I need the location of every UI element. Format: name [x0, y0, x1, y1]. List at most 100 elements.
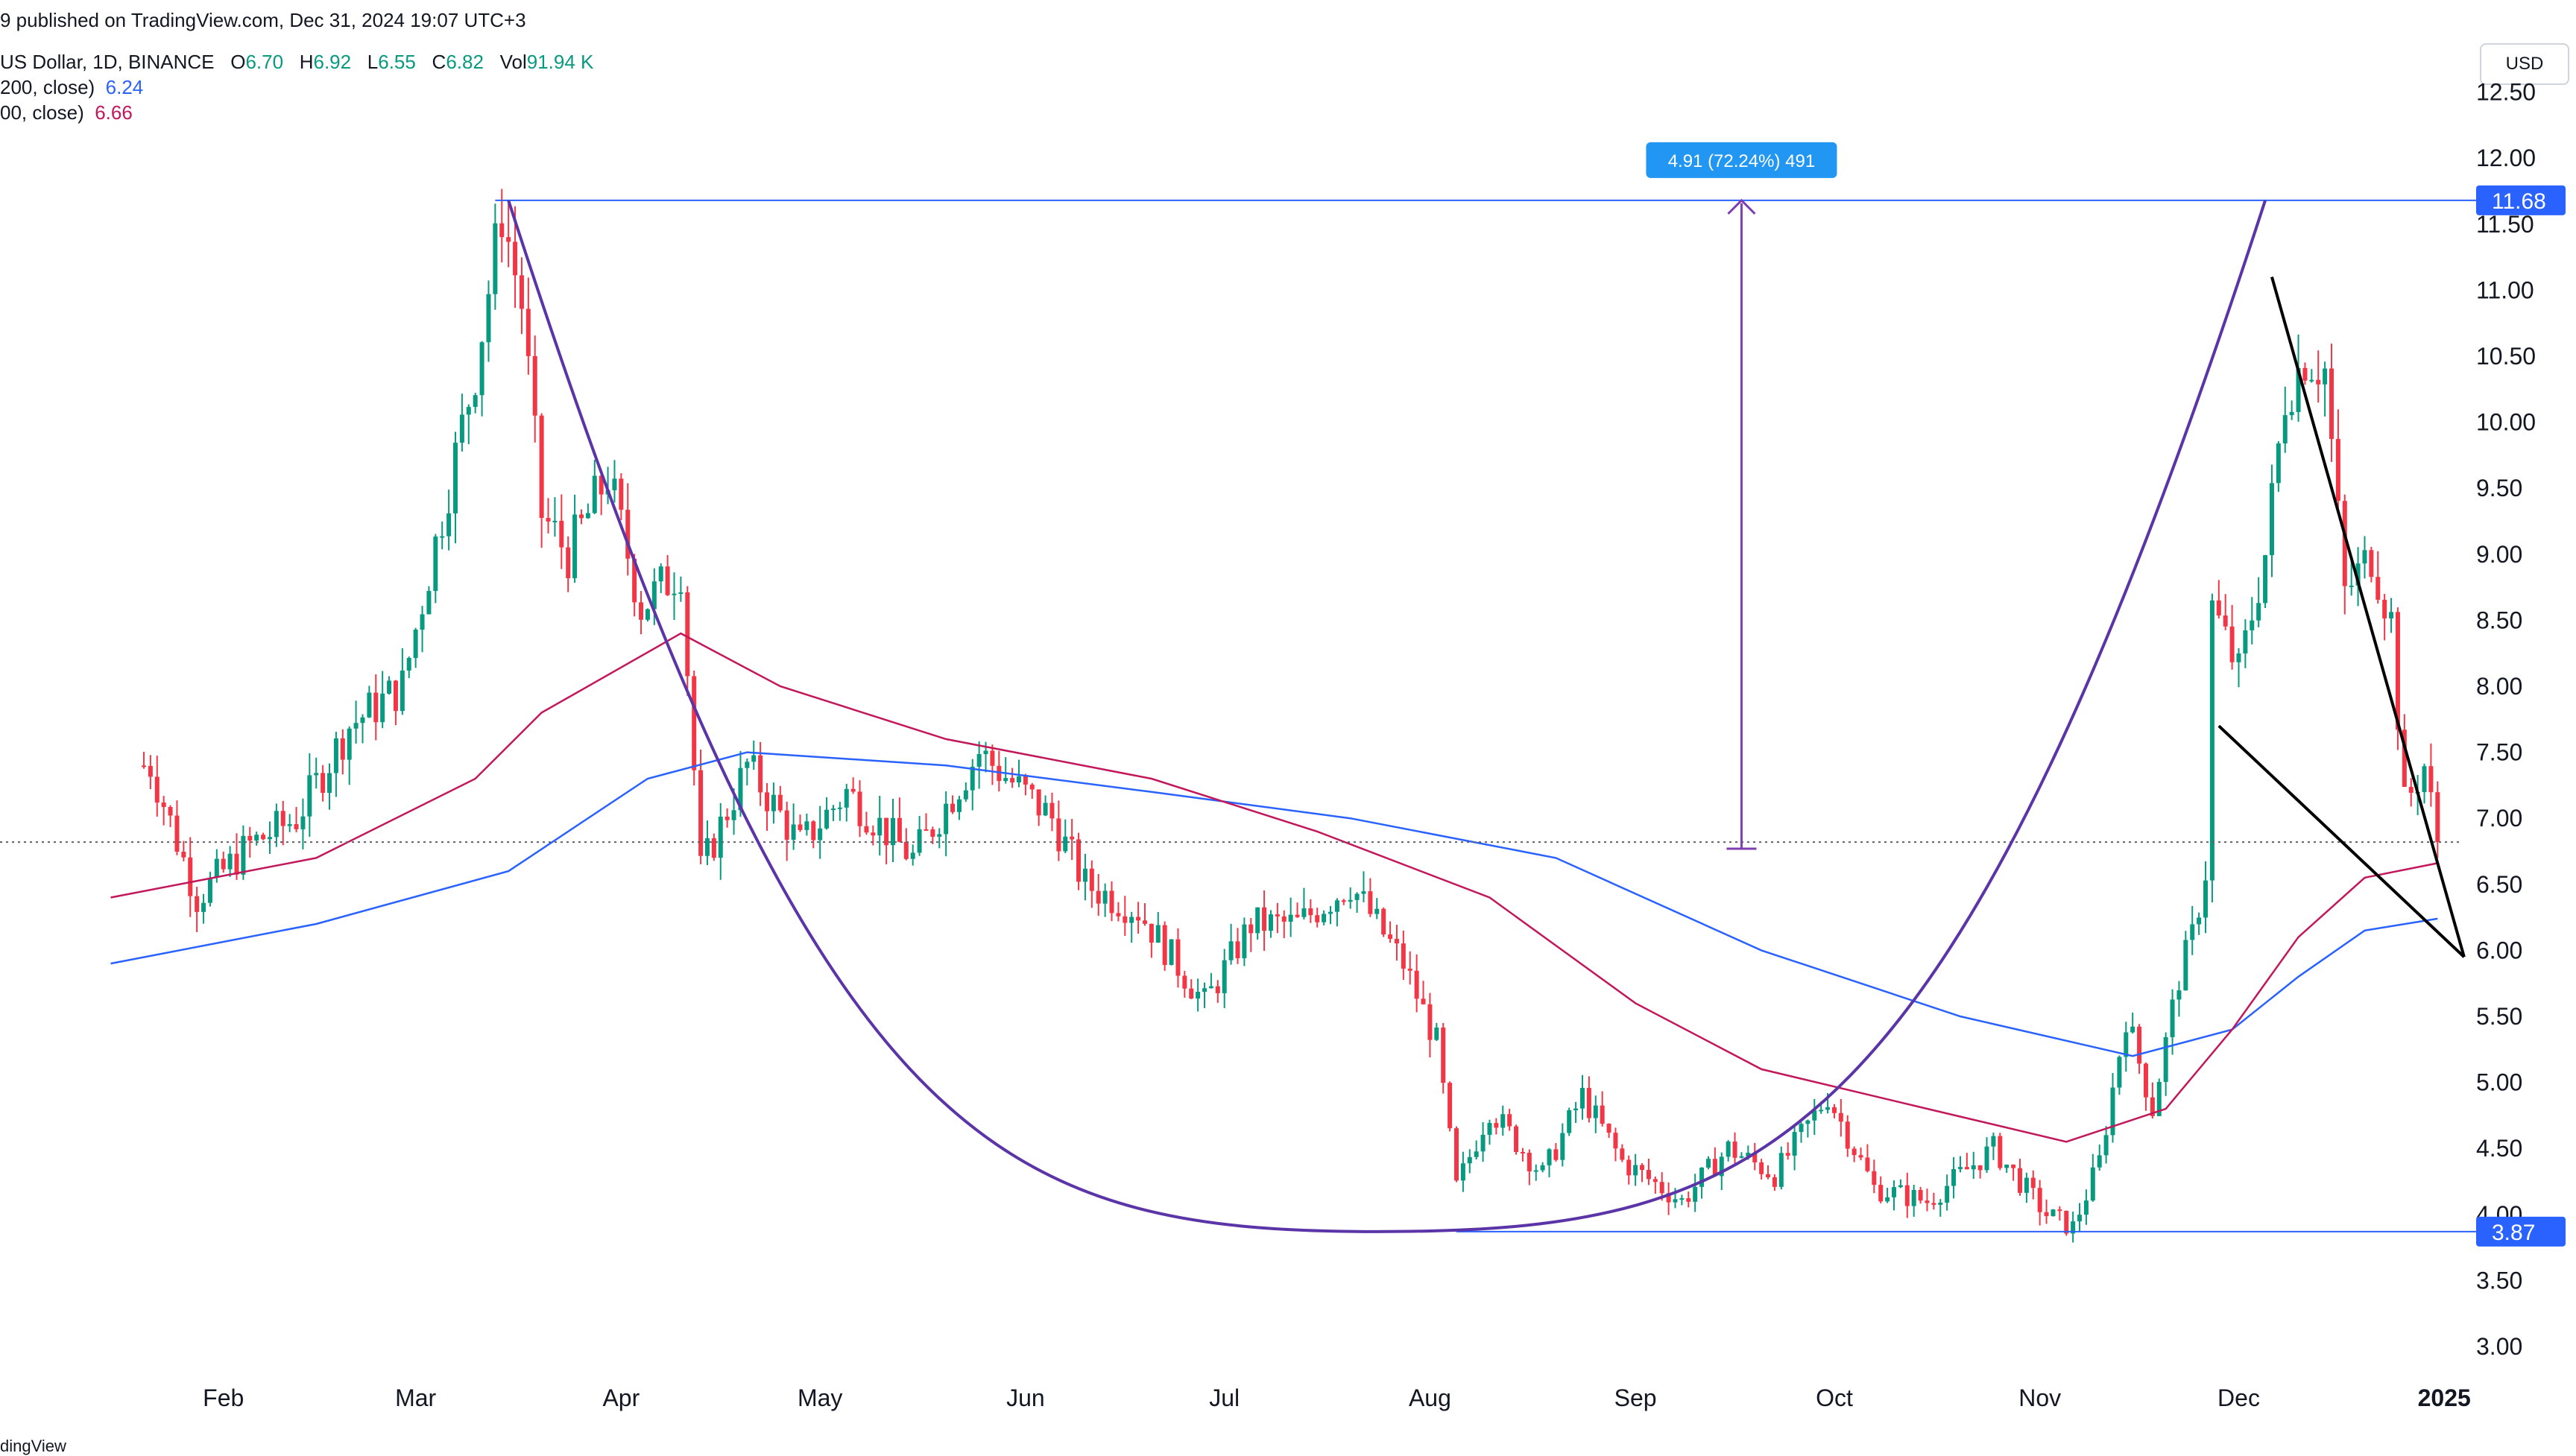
candle-body [2037, 1188, 2042, 1212]
candle-body [704, 838, 710, 856]
candle-body [1448, 1083, 1453, 1129]
candle-body [1056, 818, 1061, 852]
ma200-legend[interactable]: 200, close) 6.24 [0, 76, 143, 99]
candle-body [944, 803, 949, 835]
candle-body [2176, 990, 2182, 1000]
candle-body [161, 803, 166, 808]
candle-body [1407, 968, 1412, 971]
x-tick-label: Dec [2217, 1384, 2260, 1411]
candle-body [1089, 868, 1094, 891]
candle-body [884, 817, 889, 846]
wedge-lower-line [2217, 724, 2466, 958]
currency-selector[interactable]: USD [2480, 43, 2569, 85]
y-tick-label: 11.00 [2476, 276, 2534, 303]
candle-body [188, 857, 193, 896]
candle-body [2256, 603, 2261, 621]
candle-body [2097, 1155, 2102, 1168]
candle-body [1281, 916, 1287, 922]
candle-body [1640, 1165, 1645, 1171]
candle-body [678, 592, 684, 594]
low-value: 6.55 [378, 51, 416, 73]
candle-body [1222, 960, 1227, 993]
candle-body [201, 902, 206, 912]
ma100-legend[interactable]: 00, close) 6.66 [0, 101, 133, 124]
candle-body [420, 614, 425, 630]
candle-body [2197, 917, 2202, 925]
y-tick-label: 7.50 [2476, 739, 2522, 766]
candle-body [2329, 368, 2334, 440]
level-badge-label: 3.87 [2492, 1221, 2535, 1245]
candle-body [1898, 1185, 1903, 1188]
candle-body [2362, 550, 2367, 564]
candle-body [2382, 599, 2387, 618]
candle-body [1825, 1107, 1831, 1110]
candle-body [592, 475, 597, 513]
candle-body [2083, 1200, 2089, 1215]
x-tick-label: Apr [602, 1384, 640, 1411]
candle-body [2229, 626, 2235, 662]
candle-body [950, 803, 956, 812]
candle-body [765, 792, 770, 811]
candle-body [1951, 1168, 1957, 1186]
candle-body [2375, 577, 2381, 600]
candle-body [698, 770, 704, 856]
candle-body [1971, 1165, 1976, 1170]
candle-body [525, 308, 531, 356]
measure-arrowhead [1727, 198, 1756, 215]
candle-body [1149, 923, 1154, 943]
candle-body [1374, 908, 1380, 914]
candle-body [154, 776, 160, 803]
y-tick-label: 9.00 [2476, 541, 2522, 568]
candle-body [2296, 367, 2301, 412]
candle-body [1633, 1165, 1638, 1176]
candle-body [387, 680, 392, 694]
tradingview-logo: dingView [0, 1437, 66, 1455]
y-tick-label: 8.00 [2476, 673, 2522, 700]
candle-body [2110, 1087, 2115, 1136]
ma100-label: 00, close) [0, 101, 84, 124]
candle-body [333, 738, 338, 773]
candle-body [1911, 1190, 1916, 1206]
candle-body [393, 680, 398, 712]
candle-body [1070, 836, 1075, 840]
open-value: 6.70 [245, 51, 284, 73]
candle-body [2216, 600, 2221, 615]
candle-body [1494, 1123, 1499, 1128]
candle-body [1322, 914, 1327, 922]
candle-body [1852, 1148, 1857, 1156]
candle-body [1693, 1186, 1698, 1202]
candle-body [1600, 1105, 1605, 1124]
candle-body [473, 395, 478, 408]
candle-body [2051, 1209, 2056, 1217]
candle-body [2355, 563, 2361, 586]
y-tick-label: 8.50 [2476, 607, 2522, 633]
candle-body [1189, 988, 1194, 999]
candle-body [1262, 907, 1267, 931]
candle-body [976, 753, 982, 767]
candle-body [1752, 1152, 1758, 1162]
candle-body [844, 788, 849, 808]
candle-body [990, 750, 995, 766]
candle-body [506, 237, 511, 242]
candle-body [983, 750, 988, 754]
symbol-label[interactable]: US Dollar, 1D, BINANCE [0, 51, 215, 73]
candle-body [513, 241, 518, 276]
candle-body [818, 828, 823, 841]
candle-body [566, 547, 571, 578]
candle-body [234, 853, 239, 875]
candle-body [711, 838, 716, 858]
candle-body [1925, 1200, 1930, 1203]
candle-body [353, 723, 359, 729]
candle-body [2024, 1177, 2029, 1193]
candle-body [1010, 778, 1015, 783]
candle-body [499, 223, 505, 238]
candle-body [347, 728, 352, 760]
candle-body [930, 829, 935, 837]
candle-body [1129, 917, 1134, 923]
y-tick-label: 9.50 [2476, 475, 2522, 501]
candle-body [612, 478, 617, 490]
candle-body [692, 676, 697, 770]
candle-body [1964, 1167, 1969, 1170]
candle-body [2243, 630, 2248, 653]
